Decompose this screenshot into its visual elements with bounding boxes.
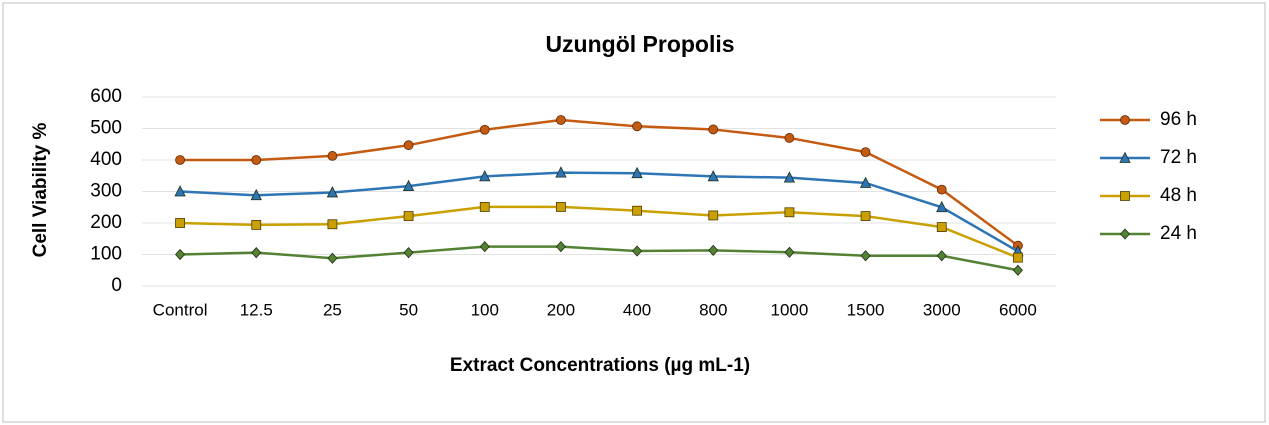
x-tick-label: 800 [699,300,727,319]
data-point [1012,264,1023,276]
y-tick-label: 600 [90,86,122,107]
data-point [860,211,871,221]
data-point [632,121,642,132]
data-point [556,115,566,125]
data-point [479,241,490,253]
data-point [403,211,414,221]
data-point [403,247,414,259]
x-tick-label: Control [153,300,208,319]
data-point [479,202,490,212]
x-tick-label: 100 [471,300,499,319]
data-point [707,169,719,182]
data-point [1013,252,1023,263]
data-point [555,166,567,178]
series-line [180,245,1019,272]
data-point [479,169,491,182]
data-point [555,241,566,253]
data-point [708,210,719,221]
x-tick-label: 1500 [847,300,885,319]
x-axis-label: Extract Concentrations (µg mL-1) [450,355,750,376]
data-point [936,184,947,195]
x-tick-label: 200 [547,300,575,319]
data-point [859,176,872,188]
data-point [936,200,948,213]
y-axis-label: Cell Viability % [30,122,51,257]
x-tick-label: 12.5 [240,300,273,319]
legend-marker [1119,228,1131,240]
data-point [708,124,719,135]
data-point [783,171,796,183]
x-tick-label: 400 [623,300,651,319]
series-line [180,205,1019,259]
data-point [632,245,643,257]
series-line [180,118,1019,247]
data-point [784,133,795,143]
data-point [479,124,490,135]
data-point [936,222,947,232]
y-tick-label: 300 [90,181,122,202]
data-point [327,252,338,264]
series-line [180,171,1019,253]
y-tick-label: 200 [90,212,122,233]
legend-label: 48 h [1160,185,1197,206]
data-point [402,179,415,192]
data-point [251,247,262,259]
data-point [860,250,871,262]
legend-marker [1119,151,1131,163]
data-point [784,207,795,218]
legend-label: 72 h [1160,147,1197,168]
data-point [251,219,262,230]
data-point [326,186,339,198]
data-point [327,151,338,161]
data-point [175,248,186,261]
legend-label: 24 h [1160,223,1197,244]
data-point [175,155,185,165]
data-point [250,188,262,201]
data-point [174,185,186,197]
chart-title: Uzungöl Propolis [545,31,734,57]
y-tick-label: 400 [90,149,122,170]
legend-marker [1120,191,1130,201]
x-tick-label: 50 [399,300,418,319]
data-point [251,155,262,165]
legend-label: 96 h [1160,109,1197,130]
data-point [631,166,643,179]
data-point [936,250,947,262]
y-tick-label: 500 [90,118,122,139]
x-tick-label: 3000 [923,300,961,319]
data-point [556,202,566,212]
y-tick-label: 100 [90,244,122,265]
y-tick-label: 0 [111,275,122,296]
data-point [327,219,338,230]
legend-marker [1120,115,1130,125]
data-point [784,246,795,258]
data-point [175,218,185,228]
x-tick-label: 25 [323,300,342,319]
x-tick-label: 1000 [771,300,809,319]
data-point [708,244,719,257]
data-point [860,147,871,158]
x-tick-label: 6000 [999,300,1037,319]
data-point [632,205,642,216]
data-point [403,140,414,151]
